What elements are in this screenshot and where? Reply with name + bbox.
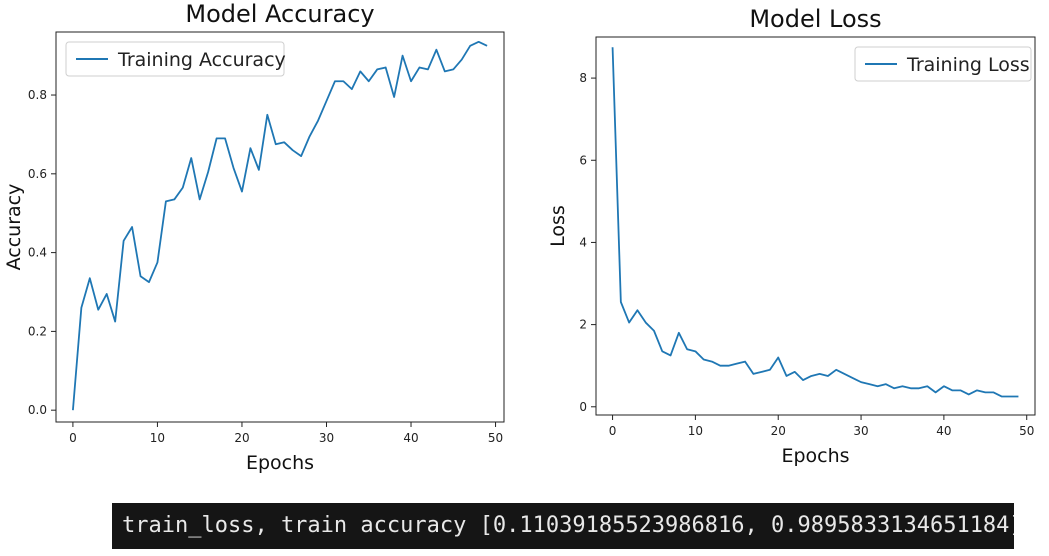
x-axis-label: Epochs: [246, 452, 314, 474]
chart-title: Model Loss: [749, 5, 881, 33]
y-tick-label: 0.8: [28, 88, 47, 102]
plot-frame: [595, 36, 1036, 416]
y-tick-label: 0.0: [28, 403, 47, 417]
x-tick-label: 0: [69, 431, 77, 445]
plot-frame: [55, 31, 505, 423]
y-tick-label: 2: [579, 318, 587, 332]
series-line: [611, 47, 1019, 398]
x-tick-label: 20: [771, 424, 786, 438]
x-tick-label: 30: [319, 431, 334, 445]
y-tick-label: 8: [579, 71, 587, 85]
loss-chart: Model Loss 0 10 20 30 40 50 0 2 4 6 8 Epochs Loss Trai…: [547, 5, 1036, 467]
series-line: [72, 40, 488, 411]
chart-title: Model Accuracy: [185, 0, 374, 28]
x-tick-label: 10: [688, 424, 703, 438]
y-axis-label: Loss: [547, 205, 569, 247]
y-axis-label: Accuracy: [3, 184, 25, 271]
y-tick-label: 4: [579, 235, 587, 249]
x-tick-label: 50: [488, 431, 503, 445]
x-tick-label: 0: [609, 424, 617, 438]
y-tick-label: 6: [579, 153, 587, 167]
x-tick-label: 20: [234, 431, 249, 445]
accuracy-chart: Model Accuracy 0 10 20 30 40 50 0.0 0.2 0.4 0.6 0.8…: [3, 0, 505, 474]
y-tick-label: 0.6: [28, 167, 47, 181]
y-tick-label: 0.4: [28, 246, 47, 260]
x-tick-label: 50: [1019, 424, 1034, 438]
legend-box: [854, 46, 1032, 82]
legend-label: Training Accuracy: [117, 49, 286, 71]
legend-label: Training Loss: [906, 54, 1030, 76]
x-tick-label: 10: [150, 431, 165, 445]
x-tick-label: 30: [853, 424, 868, 438]
x-tick-label: 40: [936, 424, 951, 438]
legend-box: [65, 41, 285, 77]
y-tick-label: 0: [579, 400, 587, 414]
x-tick-label: 40: [403, 431, 418, 445]
console-output: train_loss, train accuracy [0.1103918552…: [112, 503, 1014, 549]
x-axis-label: Epochs: [781, 445, 849, 467]
y-tick-label: 0.2: [28, 324, 47, 338]
